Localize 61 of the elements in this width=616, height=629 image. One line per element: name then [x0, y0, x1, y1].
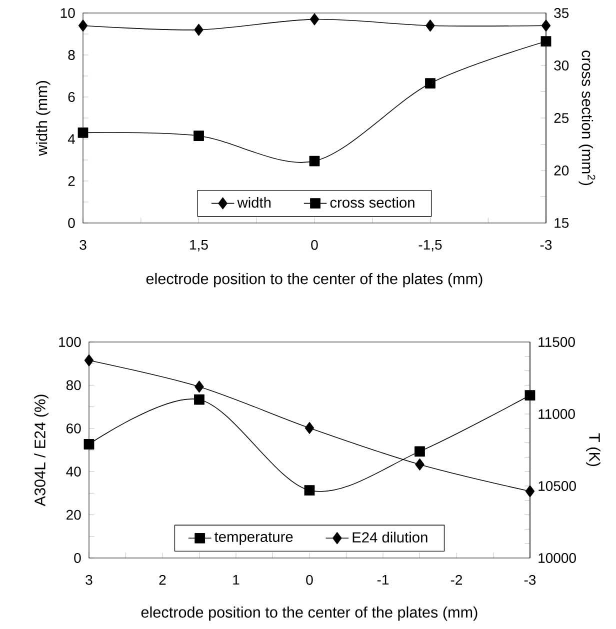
x-tick-label: 0: [306, 574, 313, 585]
point: [310, 13, 320, 26]
y2-tick-label: 15: [554, 218, 569, 228]
legend-label: temperature: [214, 532, 293, 545]
y2-tick-label: 10000: [538, 553, 576, 563]
y-axis-title: width (mm): [36, 81, 50, 156]
point: [414, 446, 425, 457]
y-tick-label: 20: [66, 510, 81, 520]
legend-label: cross section: [330, 196, 414, 208]
x-tick-label: -3: [524, 574, 536, 585]
x-tick-label: -3: [540, 240, 552, 250]
legend-label: E24 dilution: [352, 532, 428, 543]
y-tick-label: 8: [68, 50, 75, 60]
y-tick-label: 6: [68, 92, 75, 102]
point: [194, 380, 204, 393]
point: [194, 24, 204, 36]
point: [84, 439, 94, 450]
y-tick-label: 2: [68, 176, 75, 186]
point: [425, 78, 436, 89]
point: [415, 458, 424, 470]
y-tick-label: 0: [74, 553, 81, 563]
point: [309, 156, 320, 166]
y2-axis-title: cross section (mm$^{2}$): [578, 50, 596, 186]
x-tick-label: 0: [311, 240, 318, 250]
point: [84, 354, 94, 366]
point: [540, 36, 552, 47]
x-tick-label: -1,5: [418, 240, 442, 252]
y-tick-label: 80: [66, 380, 81, 390]
x-axis-title: electrode position to the center of the plates (mm): [141, 606, 478, 621]
point: [426, 20, 435, 32]
legend-label: width: [237, 196, 271, 208]
point: [78, 127, 88, 138]
x-axis-title: electrode position to the center of the plates (mm): [146, 272, 482, 288]
x-tick-label: 1: [233, 574, 240, 585]
y-tick-label: 0: [68, 218, 75, 228]
point: [194, 130, 204, 142]
y2-tick-label: 35: [554, 8, 569, 18]
point: [78, 20, 88, 32]
y-tick-label: 10: [60, 8, 75, 18]
point: [304, 485, 315, 496]
point: [524, 390, 536, 400]
y2-tick-label: 30: [554, 60, 569, 70]
y2-tick-label: 25: [554, 113, 569, 123]
x-tick-label: 1,5: [190, 240, 208, 252]
y2-tick-label: 20: [554, 166, 569, 176]
y2-tick-label: 11000: [538, 409, 575, 419]
x-tick-label: 3: [86, 574, 92, 585]
y-tick-label: 4: [68, 134, 75, 144]
y2-tick-label: 11500: [538, 337, 575, 347]
x-tick-label: -2: [450, 574, 462, 585]
y-tick-label: 100: [59, 337, 81, 347]
y2-axis-title: T (K): [586, 433, 600, 466]
x-tick-label: 3: [80, 240, 86, 250]
y-axis-title: A304L / E24 (%): [34, 394, 48, 506]
x-tick-label: 2: [159, 574, 166, 585]
x-tick-label: -1: [377, 574, 389, 585]
y-tick-label: 40: [66, 466, 81, 477]
y-tick-label: 60: [66, 423, 81, 434]
y2-tick-label: 10500: [538, 481, 576, 491]
point: [304, 422, 314, 434]
point: [194, 394, 204, 405]
